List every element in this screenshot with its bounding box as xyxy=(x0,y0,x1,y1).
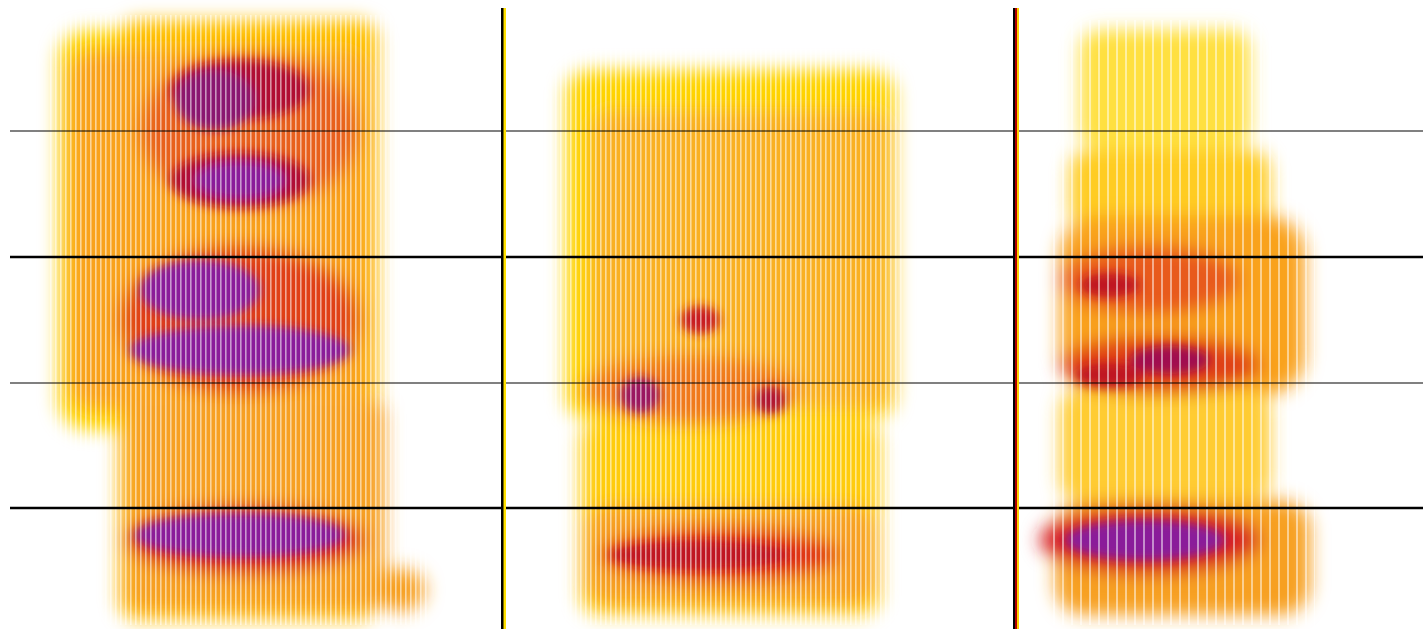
spectrogram-panel xyxy=(1040,20,1315,625)
spectrogram-view xyxy=(0,0,1423,629)
page: (() => { const data = JSON.parse(documen… xyxy=(0,0,1423,629)
boundary-line xyxy=(1015,8,1017,629)
boundary-line xyxy=(501,8,504,629)
spectrogram-panel xyxy=(545,40,905,625)
boundary-line xyxy=(1013,8,1015,629)
spectrogram-panel xyxy=(50,15,430,625)
